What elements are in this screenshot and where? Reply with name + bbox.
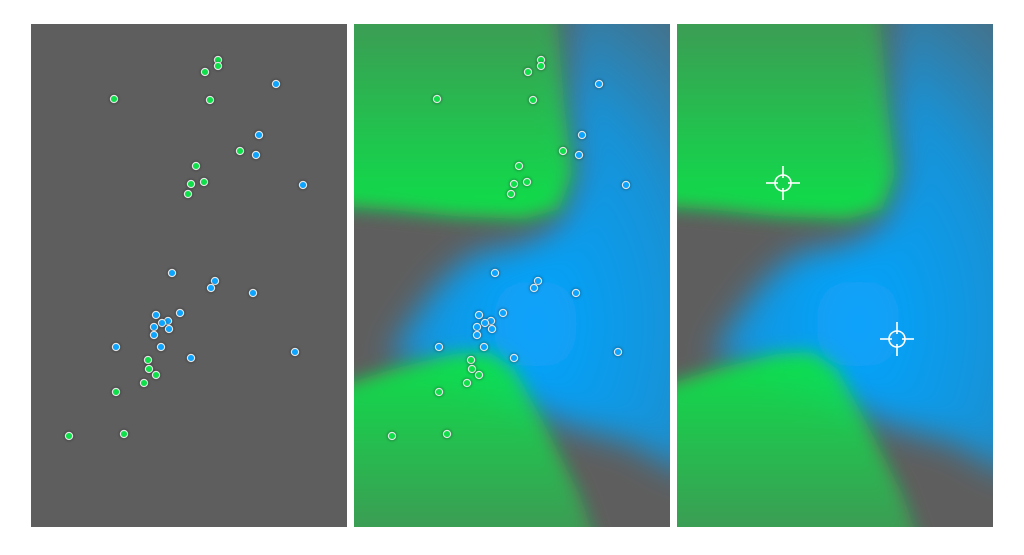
point-blue-14 <box>472 330 482 340</box>
point-green-1 <box>536 61 546 71</box>
point-blue-7 <box>248 288 258 298</box>
point-blue-3 <box>298 180 308 190</box>
point-green-13 <box>462 378 472 388</box>
point-green-8 <box>199 177 209 187</box>
point-blue-1 <box>254 130 264 140</box>
point-blue-0 <box>594 79 604 89</box>
point-green-14 <box>434 387 444 397</box>
point-green-3 <box>432 94 442 104</box>
region-green-top <box>677 24 895 219</box>
data-points <box>64 55 308 441</box>
centroid-markers <box>766 166 914 356</box>
point-blue-5 <box>210 276 220 286</box>
point-blue-12 <box>487 324 497 334</box>
point-blue-14 <box>149 330 159 340</box>
point-green-6 <box>191 161 201 171</box>
point-green-15 <box>64 431 74 441</box>
point-green-2 <box>523 67 533 77</box>
point-blue-2 <box>251 150 261 160</box>
point-blue-1 <box>577 130 587 140</box>
point-blue-11 <box>157 318 167 328</box>
centroid-green-crosshair-icon <box>766 166 800 200</box>
point-blue-2 <box>574 150 584 160</box>
point-green-6 <box>514 161 524 171</box>
panel-scatter-points <box>31 24 347 527</box>
point-green-16 <box>119 429 129 439</box>
point-blue-16 <box>156 342 166 352</box>
point-blue-9 <box>175 308 185 318</box>
point-green-11 <box>144 364 154 374</box>
data-points <box>387 55 631 441</box>
point-blue-4 <box>167 268 177 278</box>
point-blue-3 <box>621 180 631 190</box>
point-blue-0 <box>271 79 281 89</box>
point-blue-15 <box>434 342 444 352</box>
point-green-9 <box>183 189 193 199</box>
region-overlay-plot <box>354 24 670 527</box>
point-green-14 <box>111 387 121 397</box>
point-green-1 <box>213 61 223 71</box>
point-blue-4 <box>490 268 500 278</box>
point-green-5 <box>235 146 245 156</box>
point-blue-8 <box>151 310 161 320</box>
scatter-plot <box>31 24 347 527</box>
panel-regions-with-centroids <box>677 24 993 527</box>
point-blue-6 <box>529 283 539 293</box>
point-blue-5 <box>533 276 543 286</box>
point-blue-7 <box>571 288 581 298</box>
panel-regions-with-points <box>354 24 670 527</box>
region-green-bottom <box>354 352 591 527</box>
centroid-blue-crosshair-icon <box>880 322 914 356</box>
point-blue-17 <box>509 353 519 363</box>
point-blue-8 <box>474 310 484 320</box>
point-blue-13 <box>472 322 482 332</box>
point-blue-12 <box>164 324 174 334</box>
point-blue-18 <box>613 347 623 357</box>
point-green-10 <box>143 355 153 365</box>
point-blue-11 <box>480 318 490 328</box>
point-green-4 <box>205 95 215 105</box>
point-blue-18 <box>290 347 300 357</box>
point-green-7 <box>509 179 519 189</box>
point-green-11 <box>467 364 477 374</box>
point-blue-9 <box>498 308 508 318</box>
region-centroid-plot <box>677 24 993 527</box>
point-green-2 <box>200 67 210 77</box>
point-green-7 <box>186 179 196 189</box>
point-green-12 <box>151 370 161 380</box>
region-green-bottom <box>677 352 914 527</box>
point-blue-15 <box>111 342 121 352</box>
point-green-5 <box>558 146 568 156</box>
point-green-13 <box>139 378 149 388</box>
point-green-10 <box>466 355 476 365</box>
decision-regions <box>354 24 670 527</box>
decision-regions <box>677 24 993 527</box>
point-green-15 <box>387 431 397 441</box>
point-blue-16 <box>479 342 489 352</box>
point-green-4 <box>528 95 538 105</box>
background <box>31 24 347 527</box>
point-green-9 <box>506 189 516 199</box>
point-green-8 <box>522 177 532 187</box>
point-green-16 <box>442 429 452 439</box>
point-blue-13 <box>149 322 159 332</box>
point-green-3 <box>109 94 119 104</box>
point-green-12 <box>474 370 484 380</box>
region-green-top <box>354 24 572 219</box>
point-blue-17 <box>186 353 196 363</box>
point-blue-6 <box>206 283 216 293</box>
